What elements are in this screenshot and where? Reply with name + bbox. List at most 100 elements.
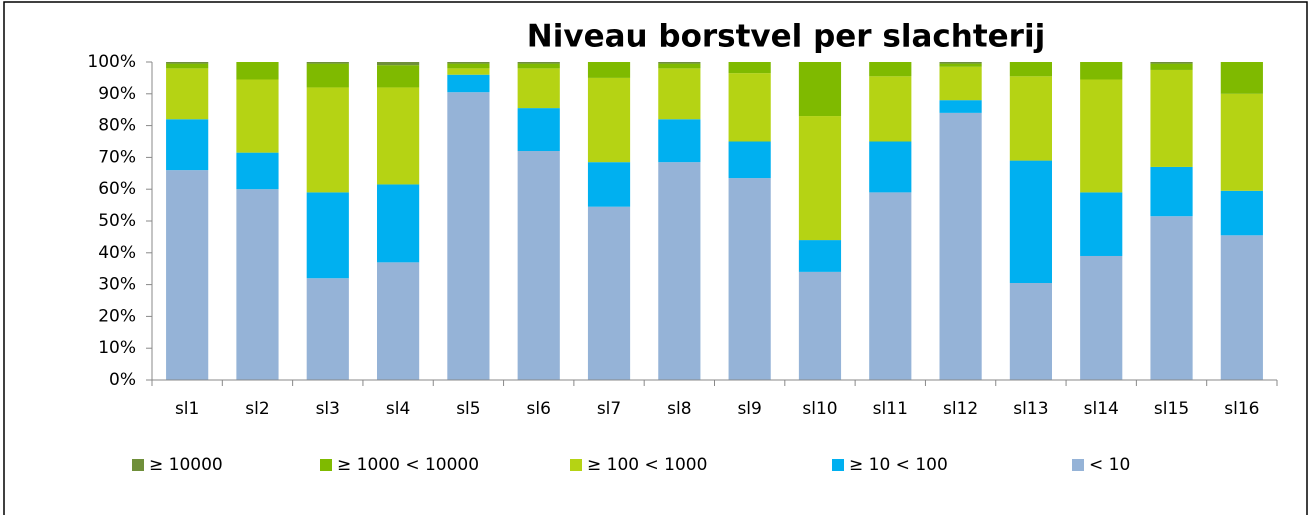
- legend-label: ≥ 10000: [149, 455, 223, 475]
- bar-segment: [377, 62, 420, 66]
- bar-segment: [869, 62, 912, 77]
- bar-segment: [517, 68, 560, 109]
- legend-swatch: [132, 459, 144, 471]
- bar-segment: [728, 141, 771, 179]
- x-tick-label: sl1: [175, 399, 199, 419]
- x-tick-label: sl11: [873, 399, 908, 419]
- x-tick-label: sl5: [456, 399, 480, 419]
- bar-segment: [306, 62, 349, 64]
- bar-segment: [236, 62, 279, 80]
- bar-segment: [1150, 69, 1193, 167]
- bar-segment: [1150, 216, 1193, 380]
- x-tick-label: sl4: [386, 399, 410, 419]
- bar-segment: [377, 65, 420, 88]
- bar-segment: [587, 206, 631, 380]
- bar-segment: [306, 63, 349, 88]
- y-tick-label: 80%: [98, 116, 136, 136]
- x-tick-label: sl7: [597, 399, 621, 419]
- bar-segment: [447, 62, 490, 64]
- bar-segment: [798, 116, 842, 241]
- chart-title: Niveau borstvel per slachterij: [527, 19, 1045, 55]
- bar-segment: [377, 184, 420, 263]
- bar-segment: [587, 162, 631, 207]
- bar-segment: [658, 68, 701, 120]
- bar-segment: [236, 152, 279, 190]
- bar-segment: [1080, 255, 1123, 380]
- bar-segment: [939, 66, 982, 101]
- y-tick-label: 20%: [98, 306, 136, 326]
- bar-segment: [1009, 62, 1052, 77]
- y-tick-label: 70%: [98, 147, 136, 167]
- bar-segment: [1009, 160, 1052, 284]
- bar-segment: [377, 87, 420, 185]
- y-tick-label: 60%: [98, 179, 136, 199]
- bar-segment: [447, 68, 490, 75]
- bar-segment: [306, 87, 349, 193]
- bar-segment: [658, 119, 701, 163]
- x-tick-label: sl14: [1084, 399, 1119, 419]
- bar-segment: [939, 62, 982, 64]
- bar-segment: [236, 189, 279, 380]
- bar-segment: [1080, 192, 1123, 256]
- bar-segment: [1220, 93, 1263, 191]
- bar-segment: [658, 63, 701, 69]
- bar-segment: [1150, 62, 1193, 64]
- x-tick-label: sl13: [1013, 399, 1048, 419]
- bar-segment: [939, 63, 982, 67]
- bar-segment: [1220, 235, 1263, 380]
- x-tick-label: sl3: [316, 399, 340, 419]
- x-tick-label: sl15: [1154, 399, 1189, 419]
- bar-segment: [1080, 79, 1123, 193]
- bar-segment: [1220, 190, 1263, 236]
- bar-segment: [166, 63, 209, 69]
- legend-label: < 10: [1089, 455, 1130, 475]
- bar-segment: [939, 100, 982, 113]
- bar-segment: [377, 262, 420, 380]
- bar-segment: [869, 76, 912, 142]
- bar-segment: [728, 178, 771, 380]
- bar-segment: [798, 271, 842, 380]
- legend-swatch: [832, 459, 844, 471]
- y-tick-label: 40%: [98, 243, 136, 263]
- bar-segment: [728, 62, 771, 74]
- bar-segment: [1150, 63, 1193, 70]
- x-tick-label: sl2: [245, 399, 269, 419]
- bar-segment: [1220, 62, 1263, 94]
- bar-segment: [447, 74, 490, 93]
- bar-segment: [728, 73, 771, 142]
- bar-segment: [1080, 62, 1123, 80]
- legend-label: ≥ 10 < 100: [849, 455, 948, 475]
- x-tick-label: sl8: [667, 399, 691, 419]
- bar-segment: [447, 92, 490, 381]
- bar-segment: [166, 170, 209, 380]
- bar-segment: [166, 62, 209, 64]
- bar-segment: [517, 63, 560, 69]
- bar-segment: [166, 119, 209, 171]
- bar-segment: [658, 62, 701, 64]
- bar-segment: [166, 68, 209, 120]
- x-tick-label: sl12: [943, 399, 978, 419]
- bar-segment: [1150, 166, 1193, 217]
- legend-label: ≥ 100 < 1000: [587, 455, 707, 475]
- legend-swatch: [570, 459, 582, 471]
- legend-swatch: [320, 459, 332, 471]
- y-tick-label: 10%: [98, 338, 136, 358]
- bar-segment: [517, 151, 560, 380]
- bar-segment: [236, 79, 279, 153]
- legend-swatch: [1072, 459, 1084, 471]
- bar-segment: [517, 108, 560, 152]
- bar-segment: [306, 192, 349, 279]
- x-tick-label: sl16: [1224, 399, 1259, 419]
- y-tick-label: 30%: [98, 275, 136, 295]
- bar-segment: [798, 62, 842, 117]
- y-tick-label: 90%: [98, 84, 136, 104]
- bar-segment: [1009, 76, 1052, 161]
- y-tick-label: 50%: [98, 211, 136, 231]
- x-tick-label: sl9: [737, 399, 761, 419]
- x-tick-label: sl10: [802, 399, 837, 419]
- legend-label: ≥ 1000 < 10000: [337, 455, 479, 475]
- y-tick-label: 100%: [87, 52, 136, 72]
- bar-segment: [306, 278, 349, 380]
- x-tick-label: sl6: [527, 399, 551, 419]
